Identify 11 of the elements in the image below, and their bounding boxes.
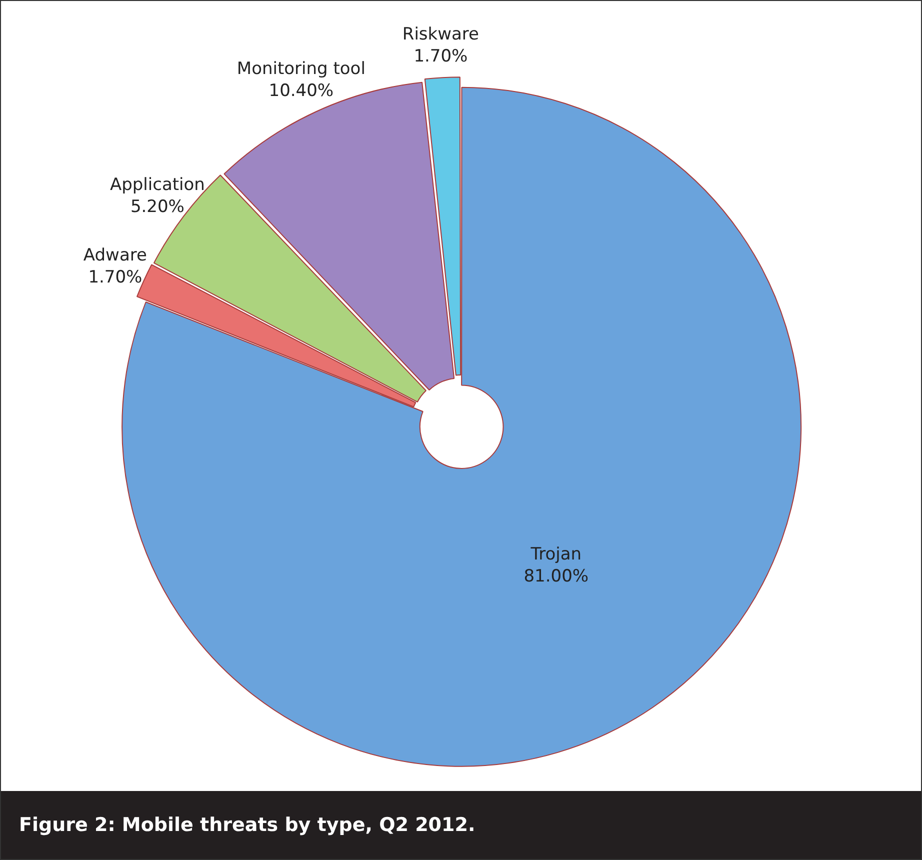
slice-label: Adware (83, 246, 147, 266)
data-label: 5.20% (130, 197, 184, 218)
data-label: 1.70% (88, 268, 142, 288)
data-label: 81.00% (524, 566, 589, 586)
data-label: 10.40% (268, 81, 334, 102)
slice-label: Monitoring tool (236, 59, 366, 80)
slice-label: Trojan (530, 544, 582, 564)
data-label: 1.70% (414, 46, 468, 66)
caption: Figure 2: Mobile threats by type, Q2 2012. (19, 814, 476, 836)
slice-label: Application (110, 175, 205, 196)
slice-label: Riskware (402, 24, 480, 44)
